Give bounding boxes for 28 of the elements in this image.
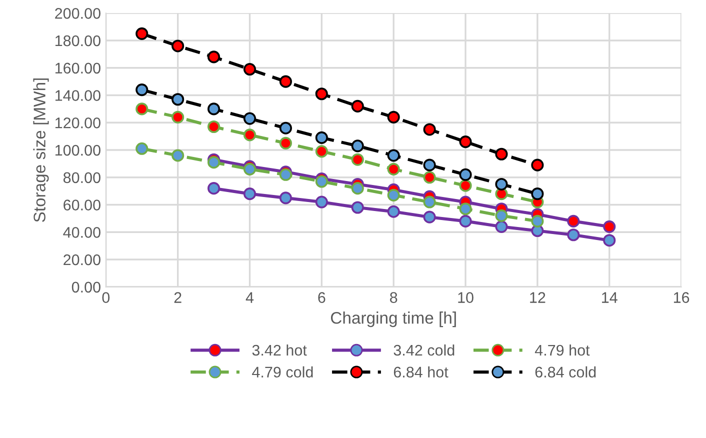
y-tick-label: 0.00 bbox=[72, 282, 100, 293]
x-tick-label: 6 bbox=[318, 292, 326, 303]
x-tick-label: 16 bbox=[674, 292, 690, 303]
y-tick-label: 20.00 bbox=[64, 254, 100, 266]
x-tick-label: 10 bbox=[458, 292, 474, 303]
legend-label: 4.79 hot bbox=[534, 344, 590, 356]
y-tick-label: 160.00 bbox=[55, 62, 100, 74]
y-tick-label: 140.00 bbox=[55, 90, 100, 101]
y-tick-label: 180.00 bbox=[55, 35, 100, 46]
x-tick-label: 2 bbox=[174, 292, 182, 303]
y-axis-title: Storage size [MWh] bbox=[33, 78, 49, 222]
legend-label: 4.79 cold bbox=[252, 366, 313, 378]
legend-label: 3.42 hot bbox=[252, 344, 307, 356]
y-tick-label: 100.00 bbox=[55, 144, 100, 156]
y-tick-label: 40.00 bbox=[63, 227, 100, 238]
x-tick-label: 0 bbox=[102, 292, 110, 303]
legend-label: 6.84 cold bbox=[535, 366, 596, 378]
x-tick-label: 4 bbox=[246, 292, 254, 303]
legend-label: 3.42 cold bbox=[394, 344, 454, 356]
y-tick-label: 60.00 bbox=[64, 200, 100, 210]
x-tick-label: 14 bbox=[602, 292, 618, 303]
y-tick-label: 120.00 bbox=[55, 118, 100, 128]
x-tick-label: 8 bbox=[390, 292, 398, 303]
legend-label: 6.84 hot bbox=[394, 366, 448, 378]
x-tick-label: 12 bbox=[530, 292, 546, 303]
x-axis-title: Charging time [h] bbox=[330, 312, 456, 328]
y-tick-label: 80.00 bbox=[63, 172, 100, 184]
y-tick-label: 200.00 bbox=[55, 8, 100, 19]
